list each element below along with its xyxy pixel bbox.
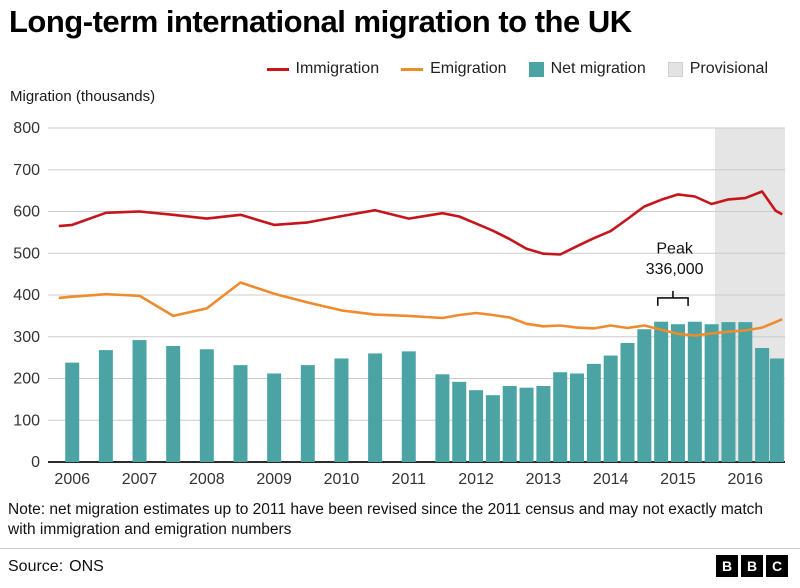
y-tick-label: 800: [13, 120, 40, 137]
chart-note: Note: net migration estimates up to 2011…: [8, 501, 764, 539]
x-tick-label: 2006: [54, 471, 90, 488]
source-value: ONS: [69, 558, 104, 575]
source: Source: ONS: [8, 558, 104, 576]
y-tick-label: 300: [13, 329, 40, 346]
net-migration-bar: [654, 321, 669, 462]
source-label: Source:: [8, 558, 64, 575]
x-tick-label: 2007: [122, 471, 158, 488]
net-migration-bar: [519, 387, 534, 462]
bbc-logo-letter: C: [766, 555, 788, 577]
net-migration-bar: [502, 386, 517, 462]
net-migration-bar: [368, 353, 383, 462]
net-migration-bar: [452, 381, 467, 462]
net-migration-bar: [485, 395, 500, 462]
net-migration-bar: [721, 322, 736, 462]
legend-item-provisional: Provisional: [667, 60, 768, 78]
chart-title: Long-term international migration to the…: [9, 4, 632, 39]
net-migration-swatch-icon: [528, 61, 544, 77]
peak-annotation-label: Peak: [656, 240, 693, 257]
provisional-swatch-icon: [667, 61, 683, 77]
legend-item-emigration: Emigration: [401, 60, 507, 78]
y-axis-title: Migration (thousands): [10, 88, 156, 105]
legend-label: Net migration: [550, 60, 646, 77]
net-migration-bar: [553, 372, 568, 462]
net-migration-bar: [687, 321, 702, 462]
x-tick-label: 2008: [189, 471, 225, 488]
immigration-line: [58, 190, 783, 256]
x-tick-label: 2010: [324, 471, 360, 488]
net-migration-bar: [233, 365, 248, 462]
net-migration-bar: [334, 358, 349, 462]
y-tick-label: 0: [31, 454, 40, 471]
net-migration-bar: [401, 351, 416, 462]
immigration-swatch-icon: [266, 67, 289, 71]
chart-legend: Immigration Emigration Net migration Provis…: [266, 60, 768, 78]
bbc-logo-letter: B: [741, 555, 763, 577]
emigration-swatch-icon: [401, 67, 424, 71]
net-migration-bar: [769, 358, 784, 462]
net-migration-bar: [199, 349, 214, 462]
net-migration-bar: [536, 386, 551, 462]
x-tick-label: 2016: [727, 471, 763, 488]
x-tick-label: 2014: [593, 471, 629, 488]
y-tick-label: 400: [13, 287, 40, 304]
x-tick-label: 2009: [256, 471, 292, 488]
legend-item-net-migration: Net migration: [528, 60, 646, 78]
net-migration-bar: [132, 340, 147, 462]
net-migration-bar: [620, 343, 635, 462]
y-tick-label: 600: [13, 204, 40, 221]
net-migration-bar: [738, 322, 753, 462]
x-tick-label: 2012: [458, 471, 494, 488]
net-migration-bar: [603, 355, 618, 462]
migration-chart: 0 100 200 300 400 500 600 700 800 2006 2007 2008 200…: [13, 120, 785, 488]
x-tick-label: 2015: [660, 471, 696, 488]
net-migration-bar: [166, 345, 181, 462]
legend-label: Immigration: [295, 60, 380, 77]
net-migration-bar: [704, 324, 719, 462]
peak-bracket: [656, 290, 689, 306]
emigration-line: [58, 281, 783, 337]
net-migration-bar: [300, 365, 315, 462]
legend-label: Provisional: [689, 60, 768, 77]
y-tick-label: 700: [13, 162, 40, 179]
net-migration-bar: [435, 374, 450, 462]
net-migration-bar: [570, 373, 585, 462]
net-migration-bar: [670, 324, 685, 462]
legend-label: Emigration: [430, 60, 507, 77]
net-migration-bar: [65, 362, 80, 462]
legend-item-immigration: Immigration: [266, 60, 380, 78]
net-migration-bar: [267, 373, 282, 462]
bbc-logo-letter: B: [716, 555, 738, 577]
net-migration-bar: [637, 329, 652, 462]
x-tick-label: 2013: [526, 471, 562, 488]
net-migration-bar: [469, 390, 484, 462]
y-tick-label: 200: [13, 371, 40, 388]
net-migration-bar: [586, 363, 601, 462]
net-migration-bar: [755, 348, 770, 462]
net-migration-bar: [98, 350, 113, 462]
y-tick-label: 500: [13, 245, 40, 262]
x-tick-label: 2011: [392, 471, 427, 488]
y-tick-label: 100: [13, 412, 40, 429]
peak-annotation-value: 336,000: [646, 261, 704, 278]
